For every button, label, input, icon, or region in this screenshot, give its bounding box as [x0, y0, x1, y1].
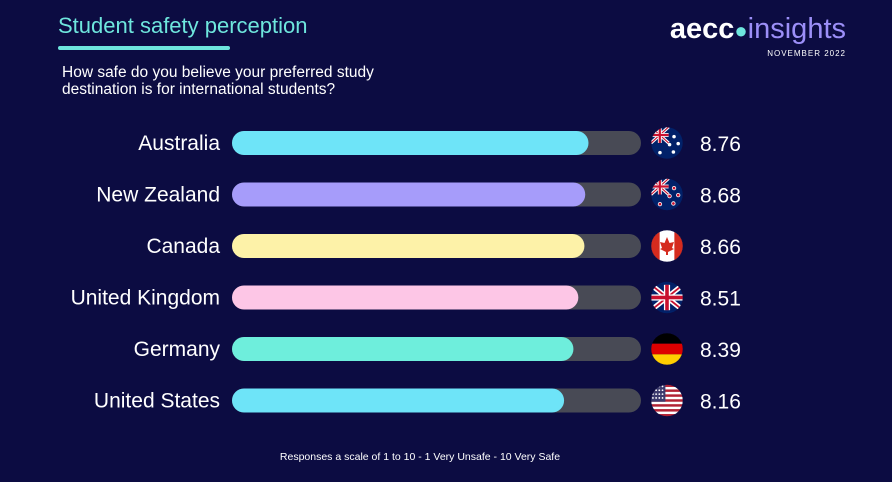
category-label: Australia — [138, 132, 220, 155]
bar — [232, 182, 586, 207]
brand-name: aecc — [669, 13, 735, 45]
chart-title: Student safety perception — [58, 13, 308, 38]
category-label: Canada — [146, 235, 220, 258]
germany-flag-icon — [650, 332, 684, 366]
bar — [232, 388, 565, 413]
bar-row-new-zealand: New Zealand 8.68 — [96, 178, 741, 211]
australia-flag-icon — [650, 126, 684, 160]
category-label: United Kingdom — [71, 287, 220, 310]
new-zealand-flag-icon — [650, 178, 684, 211]
bar — [232, 337, 574, 361]
value-label: 8.68 — [700, 185, 741, 208]
chart-subtitle: How safe do you believe your preferred s… — [62, 64, 374, 98]
united-kingdom-flag-icon — [650, 281, 684, 314]
canada-flag-icon — [650, 229, 684, 263]
title-underline — [58, 46, 230, 50]
category-label: New Zealand — [96, 184, 220, 207]
value-label: 8.76 — [700, 133, 741, 156]
brand-date: NOVEMBER 2022 — [767, 49, 846, 58]
value-label: 8.66 — [700, 236, 741, 259]
footnote: Responses a scale of 1 to 10 - 1 Very Un… — [279, 451, 561, 463]
bar-row-united-states: United States 8.16 — [94, 384, 741, 417]
value-label: 8.51 — [700, 288, 741, 311]
category-label: United States — [94, 390, 220, 413]
bar — [232, 285, 579, 310]
bar-row-united-kingdom: United Kingdom 8.51 — [71, 281, 741, 314]
brand-subname: insights — [747, 13, 846, 45]
united-states-flag-icon — [650, 384, 684, 417]
brand-logo: aecc●insights NOVEMBER 2022 — [670, 12, 846, 58]
bar — [232, 234, 585, 258]
value-label: 8.39 — [700, 339, 741, 362]
value-label: 8.16 — [700, 391, 741, 414]
bar — [232, 131, 589, 155]
bar-row-australia: Australia 8.76 — [138, 126, 741, 160]
category-label: Germany — [134, 338, 221, 361]
bar-row-canada: Canada 8.66 — [146, 229, 741, 263]
bar-row-germany: Germany 8.39 — [134, 332, 741, 366]
brand-dot-icon: ● — [734, 18, 748, 43]
